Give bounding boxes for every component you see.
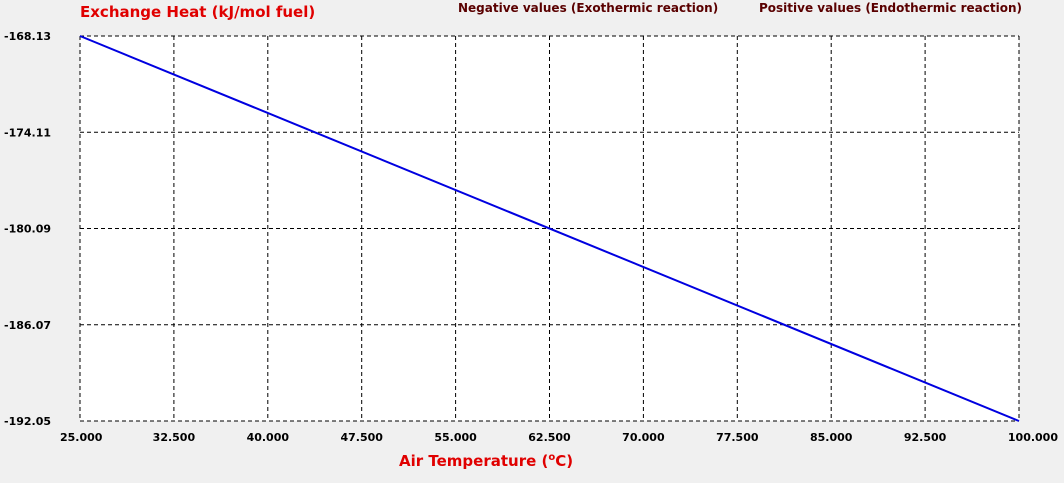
x-tick-label: 77.500	[716, 431, 759, 444]
series-layer	[79, 35, 1020, 422]
x-axis-title: Air Temperature (oC)	[399, 452, 573, 470]
grid-lines	[79, 35, 1020, 422]
x-tick-label: 62.500	[528, 431, 571, 444]
note-negative: Negative values (Exothermic reaction)	[458, 1, 718, 15]
x-axis-title-super: o	[548, 452, 555, 463]
y-tick-label: -168.13	[4, 30, 51, 43]
x-tick-labels: 25.000 32.500 40.000 47.500 55.000 62.500 70.0…	[60, 431, 1058, 444]
x-tick-label: 32.500	[153, 431, 196, 444]
x-tick-label: 55.000	[434, 431, 477, 444]
x-tick-label: 100.000	[1008, 431, 1058, 444]
x-tick-label: 40.000	[247, 431, 290, 444]
y-tick-label: -174.11	[4, 126, 51, 139]
x-axis-title-main: Air Temperature (	[399, 452, 548, 470]
y-tick-label: -192.05	[4, 415, 51, 428]
x-tick-label: 85.000	[810, 431, 853, 444]
y-tick-label: -180.09	[4, 223, 51, 236]
y-axis-title: Exchange Heat (kJ/mol fuel)	[80, 3, 315, 21]
x-tick-label: 70.000	[622, 431, 665, 444]
x-axis-title-tail: C)	[555, 452, 573, 470]
x-tick-label: 92.500	[904, 431, 947, 444]
y-tick-label: -186.07	[4, 319, 51, 332]
y-tick-labels: -168.13 -174.11 -180.09 -186.07 -192.05	[4, 30, 51, 428]
note-positive: Positive values (Endothermic reaction)	[759, 1, 1022, 15]
series-line	[79, 35, 1020, 422]
x-tick-label: 47.500	[340, 431, 383, 444]
x-tick-label: 25.000	[60, 431, 103, 444]
